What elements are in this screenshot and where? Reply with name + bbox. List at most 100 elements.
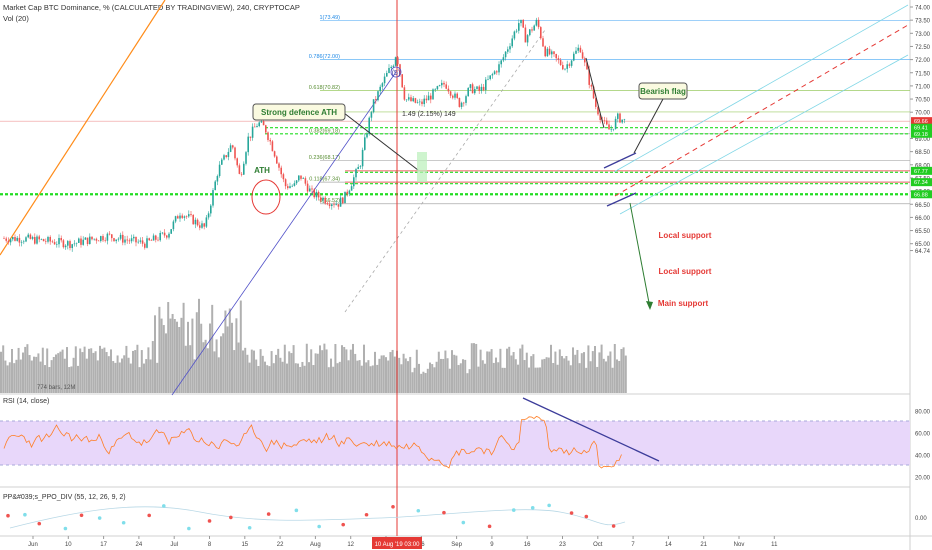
- candle: [207, 213, 210, 218]
- volume-bar: [578, 363, 581, 393]
- candle: [487, 79, 489, 80]
- local-support-2: Local support: [659, 267, 712, 276]
- candle: [78, 238, 80, 243]
- volume-bar: [323, 343, 326, 393]
- candle: [177, 216, 179, 219]
- volume-bar: [530, 356, 533, 393]
- volume-bar: [378, 358, 381, 393]
- candle: [117, 238, 120, 240]
- volume-bar: [391, 349, 394, 393]
- volume-bar: [0, 351, 2, 393]
- volume-bar: [332, 366, 335, 393]
- candle: [7, 240, 10, 243]
- candle: [256, 126, 258, 128]
- candle: [500, 60, 502, 65]
- volume-bar: [103, 347, 106, 393]
- volume-bar: [558, 349, 561, 393]
- candle: [370, 112, 373, 118]
- candle: [300, 175, 302, 179]
- candle: [533, 25, 535, 31]
- price-tick: 66.00: [915, 216, 931, 222]
- candle: [493, 71, 496, 75]
- candle: [375, 99, 377, 101]
- fib-trendline: [344, 29, 546, 313]
- price-tick: 72.00: [915, 58, 931, 64]
- candle: [623, 119, 626, 120]
- candle: [403, 87, 406, 100]
- fib-label: 1(73.49): [320, 15, 341, 21]
- ppo-legend: PP&#039;s_PPO_DIV (55, 12, 26, 9, 2): [3, 494, 126, 501]
- volume-bar: [440, 358, 442, 393]
- volume-bar: [420, 373, 423, 393]
- candle: [540, 27, 542, 39]
- ppo-dot: [487, 524, 492, 529]
- volume-bar: [380, 355, 383, 393]
- candle: [474, 89, 476, 94]
- ppo-dot: [341, 522, 346, 527]
- volume-bar: [433, 367, 436, 393]
- candle: [293, 183, 296, 186]
- candle: [467, 87, 469, 97]
- candle: [606, 120, 608, 125]
- price-tick: 73.00: [915, 32, 931, 38]
- candle: [377, 91, 379, 101]
- volume-bar: [550, 344, 552, 393]
- volume-bar: [556, 364, 559, 393]
- candle: [135, 236, 137, 243]
- volume-bars: [0, 298, 627, 393]
- channel-upper: [613, 4, 909, 173]
- candle: [350, 186, 353, 191]
- ppo-dot: [229, 515, 233, 520]
- volume-bar: [257, 365, 260, 393]
- candle: [14, 236, 16, 241]
- candle: [478, 86, 480, 91]
- volume-bar: [347, 360, 350, 393]
- candle: [203, 223, 205, 227]
- candle: [379, 86, 381, 92]
- candle: [243, 163, 245, 175]
- volume-bar: [464, 359, 467, 393]
- candle: [42, 239, 45, 242]
- candle: [124, 239, 126, 243]
- volume-bar: [222, 333, 225, 393]
- candle: [287, 186, 289, 189]
- volume-bar: [475, 343, 478, 393]
- price-tick: 70.50: [915, 98, 931, 104]
- candle: [36, 236, 38, 244]
- volume-bar: [149, 359, 152, 393]
- candle: [18, 237, 21, 243]
- ath-circle: [251, 179, 281, 215]
- volume-bar: [495, 357, 497, 393]
- candle: [573, 53, 575, 61]
- candle: [155, 235, 157, 240]
- volume-bar: [488, 351, 491, 393]
- candle: [463, 102, 465, 104]
- volume-bar: [389, 352, 392, 393]
- volume-bar: [123, 355, 126, 393]
- volume-bar: [563, 358, 566, 393]
- candle: [342, 197, 344, 204]
- volume-bar: [501, 367, 504, 393]
- volume-bar: [127, 357, 130, 393]
- volume-bar: [116, 355, 119, 393]
- volume-bar: [598, 352, 601, 393]
- candle: [434, 89, 436, 90]
- candle: [276, 156, 278, 164]
- volume-bar: [209, 323, 211, 393]
- candle: [141, 240, 144, 244]
- candle: [302, 178, 304, 179]
- ppo-dot: [207, 519, 212, 523]
- volume-bar: [72, 357, 75, 393]
- candle: [284, 179, 287, 187]
- candle: [586, 62, 588, 70]
- candle: [326, 203, 329, 205]
- volume-bar: [182, 302, 185, 393]
- ppo-dot: [416, 508, 421, 513]
- volume-bar: [81, 352, 84, 393]
- volume-bar: [88, 348, 90, 393]
- candle: [269, 139, 271, 142]
- time-tick: Oct: [593, 542, 603, 548]
- candle: [443, 82, 445, 85]
- candle: [163, 232, 166, 236]
